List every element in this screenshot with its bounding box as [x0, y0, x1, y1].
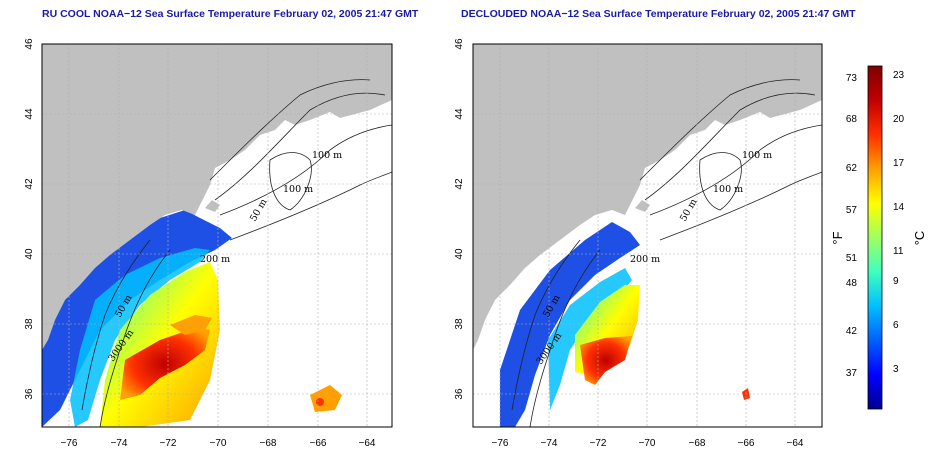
fahrenheit-tick: 57 — [846, 205, 858, 216]
contour-label: 100 m — [283, 184, 313, 195]
colorbar-scale — [867, 65, 883, 410]
fahrenheit-tick: 73 — [846, 73, 858, 84]
x-tick-label: −66 — [310, 438, 327, 449]
celsius-tick: 23 — [893, 70, 905, 81]
left-y-axis: 46 44 42 40 38 36 — [24, 38, 35, 400]
cape-cod — [635, 200, 650, 212]
bathymetry-contours — [511, 79, 822, 427]
x-tick-label: −68 — [689, 438, 706, 449]
y-tick-label: 36 — [454, 388, 465, 400]
y-tick-label: 46 — [24, 38, 35, 50]
land-mass — [473, 44, 822, 350]
left-map-panel: 100 m 100 m 50 m 200 m 50 m 3000 m — [42, 44, 392, 427]
contour-label: 100 m — [312, 150, 342, 161]
colorbar: 73 68 62 57 51 48 42 37 23 20 17 14 11 9… — [830, 65, 927, 410]
y-tick-label: 38 — [454, 318, 465, 330]
x-tick-label: −72 — [160, 438, 177, 449]
sst-gulf-stream — [120, 328, 210, 400]
y-tick-label: 38 — [24, 318, 35, 330]
colorbar-celsius-ticks: 23 20 17 14 11 9 6 3 — [893, 70, 905, 375]
celsius-tick: 20 — [893, 114, 905, 125]
x-tick-label: −64 — [787, 438, 804, 449]
sst-hot-spot — [316, 398, 324, 406]
contour-label: 200 m — [200, 254, 230, 265]
colorbar-fahrenheit-ticks: 73 68 62 57 51 48 42 37 — [846, 73, 858, 379]
x-tick-label: −74 — [111, 438, 128, 449]
fahrenheit-tick: 62 — [846, 163, 858, 174]
right-map-panel: 100 m 100 m 50 m 200 m 50 m 3000 m — [473, 44, 822, 427]
fahrenheit-tick: 42 — [846, 326, 858, 337]
celsius-tick: 6 — [893, 320, 899, 331]
fahrenheit-tick: 37 — [846, 368, 858, 379]
y-tick-label: 40 — [454, 248, 465, 260]
y-tick-label: 44 — [24, 108, 35, 120]
right-y-axis: 46 44 42 40 38 36 — [454, 38, 465, 400]
x-tick-label: −72 — [590, 438, 607, 449]
celsius-tick: 14 — [893, 202, 905, 213]
celsius-unit-label: °C — [912, 231, 927, 246]
y-tick-label: 40 — [24, 248, 35, 260]
left-panel-title: RU COOL NOAA−12 Sea Surface Temperature … — [42, 8, 419, 20]
fahrenheit-unit-label: °F — [830, 231, 845, 244]
right-panel-title: DECLOUDED NOAA−12 Sea Surface Temperatur… — [461, 8, 856, 20]
contour-label: 100 m — [742, 150, 772, 161]
land-mass — [42, 44, 392, 350]
left-map-frame — [41, 43, 393, 428]
right-map-frame — [472, 43, 823, 428]
celsius-tick: 11 — [893, 246, 904, 257]
sst-cool-band — [70, 248, 210, 427]
right-x-axis: −76 −74 −72 −70 −68 −66 −64 — [492, 438, 804, 449]
left-x-axis: −76 −74 −72 −70 −68 −66 −64 — [61, 438, 376, 449]
x-tick-label: −76 — [492, 438, 509, 449]
x-tick-label: −64 — [359, 438, 376, 449]
sst-cool-band — [548, 268, 632, 410]
x-tick-label: −66 — [738, 438, 755, 449]
x-tick-label: −68 — [260, 438, 277, 449]
celsius-tick: 9 — [893, 276, 899, 287]
fahrenheit-tick: 51 — [846, 253, 858, 264]
fahrenheit-tick: 68 — [846, 114, 858, 125]
sst-gulf-stream — [580, 336, 632, 385]
x-tick-label: −74 — [541, 438, 558, 449]
x-tick-label: −70 — [639, 438, 656, 449]
celsius-tick: 3 — [893, 364, 899, 375]
x-tick-label: −70 — [210, 438, 227, 449]
contour-label: 100 m — [713, 184, 743, 195]
celsius-tick: 17 — [893, 158, 905, 169]
fahrenheit-tick: 48 — [846, 278, 858, 289]
y-tick-label: 42 — [24, 178, 35, 190]
sst-cold-shelf-water — [500, 222, 640, 427]
bathymetry-contours — [81, 79, 392, 427]
y-tick-label: 44 — [454, 108, 465, 120]
sst-warm-eddy — [170, 315, 212, 335]
cape-cod — [205, 200, 220, 212]
x-tick-label: −76 — [61, 438, 78, 449]
contour-label: 200 m — [630, 254, 660, 265]
y-tick-label: 42 — [454, 178, 465, 190]
y-tick-label: 36 — [24, 388, 35, 400]
y-tick-label: 46 — [454, 38, 465, 50]
